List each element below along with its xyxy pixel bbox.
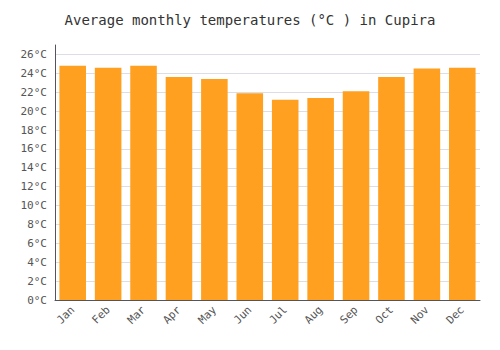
svg-text:16°C: 16°C: [21, 142, 48, 155]
svg-text:6°C: 6°C: [27, 237, 47, 250]
svg-text:20°C: 20°C: [21, 105, 48, 118]
svg-text:Jun: Jun: [231, 303, 254, 326]
svg-text:4°C: 4°C: [27, 256, 47, 269]
svg-text:10°C: 10°C: [21, 199, 48, 212]
svg-text:Dec: Dec: [444, 303, 467, 326]
svg-text:14°C: 14°C: [21, 161, 48, 174]
svg-text:Jul: Jul: [267, 303, 290, 326]
svg-text:18°C: 18°C: [21, 124, 48, 137]
svg-text:8°C: 8°C: [27, 218, 47, 231]
svg-text:12°C: 12°C: [21, 180, 48, 193]
svg-text:24°C: 24°C: [21, 67, 48, 80]
svg-text:22°C: 22°C: [21, 86, 48, 99]
svg-text:May: May: [196, 303, 219, 326]
svg-text:Sep: Sep: [337, 303, 360, 326]
svg-text:26°C: 26°C: [21, 48, 48, 61]
svg-text:Apr: Apr: [160, 303, 183, 326]
svg-text:2°C: 2°C: [27, 275, 47, 288]
svg-text:Nov: Nov: [408, 303, 431, 326]
svg-text:Oct: Oct: [373, 303, 396, 326]
svg-text:Jan: Jan: [54, 303, 77, 326]
svg-text:Mar: Mar: [125, 303, 148, 326]
svg-text:Feb: Feb: [89, 303, 112, 326]
svg-text:Aug: Aug: [302, 303, 325, 326]
svg-text:Average monthly temperatures (: Average monthly temperatures (°C ) in Cu…: [65, 12, 436, 28]
svg-text:0°C: 0°C: [27, 294, 47, 307]
